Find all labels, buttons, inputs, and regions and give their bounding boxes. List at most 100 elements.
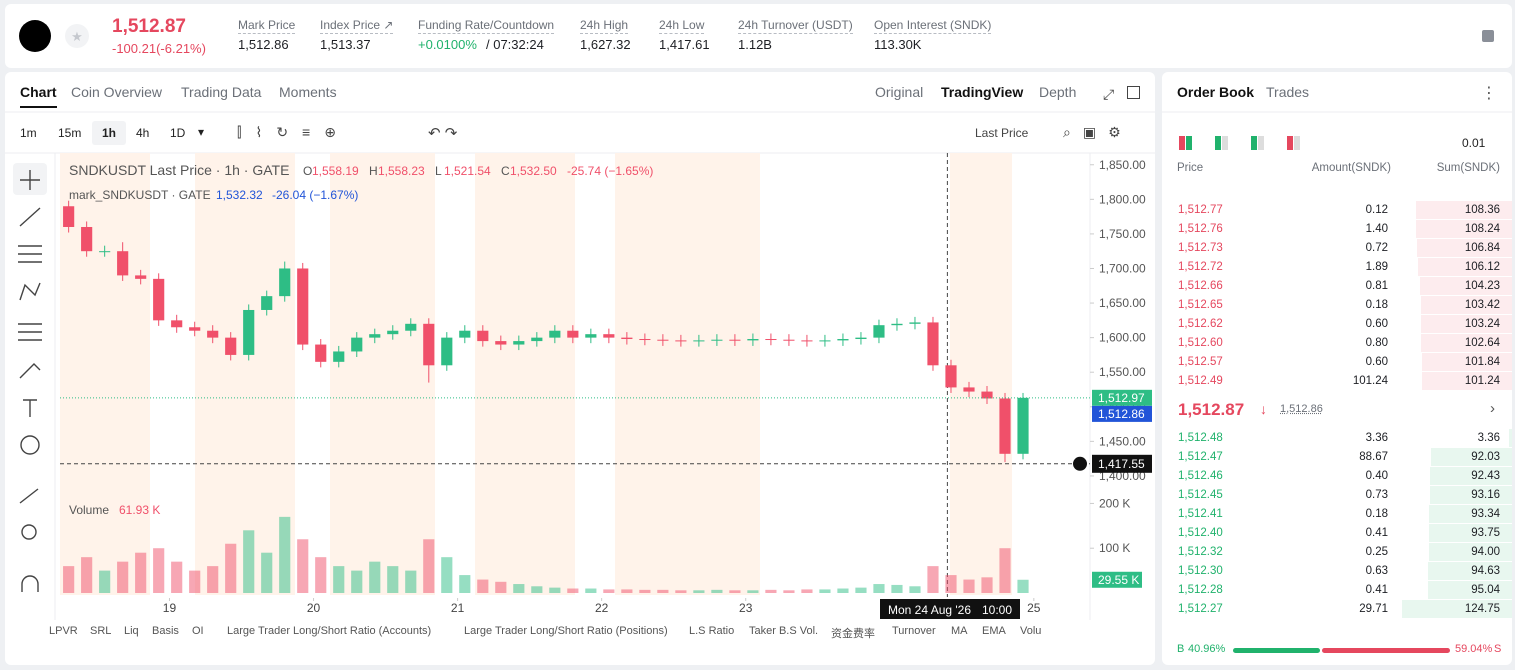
volume-tick-label: 200 K [1099, 496, 1130, 510]
tab[interactable]: Trading Data [181, 84, 262, 100]
candle-body [333, 351, 345, 362]
last-price-box [1092, 389, 1152, 406]
candle-body [315, 344, 327, 362]
crosshair-box [1092, 454, 1152, 473]
price-change: -100.21(-6.21%) [112, 41, 206, 56]
tool-line[interactable] [19, 207, 41, 227]
ohlc-key: O [303, 164, 312, 178]
chart-tools[interactable]: ⌕▣⚙ [1063, 124, 1133, 140]
undo[interactable]: ↶ ↷ [428, 125, 458, 142]
layout-icon[interactable] [1251, 136, 1257, 150]
ob-price: 1,512.41 [1178, 508, 1223, 520]
ob-amount: 88.67 [1359, 451, 1388, 463]
y-tick-label: 1,850.00 [1099, 158, 1146, 172]
ob-sum: 124.75 [1464, 603, 1500, 615]
tab[interactable]: Moments [279, 84, 337, 100]
window-icon[interactable] [1127, 86, 1140, 99]
indicator[interactable]: Large Trader Long/Short Ratio (Accounts) [227, 625, 432, 637]
tool-zoom[interactable] [21, 524, 37, 540]
layout-icon[interactable] [1179, 136, 1185, 150]
volume-bar [297, 539, 309, 593]
ob-sum: 94.00 [1471, 546, 1500, 558]
price-source[interactable]: Last Price [975, 126, 1029, 140]
candle-body [495, 341, 507, 345]
mark-legend-value: 1,532.32 [216, 188, 263, 202]
ob-amount: 0.60 [1365, 318, 1388, 330]
volume-bar [675, 590, 687, 593]
indicator[interactable]: MA [951, 625, 968, 637]
interval[interactable]: 15m [58, 126, 82, 140]
x-tick-label: 20 [307, 601, 321, 615]
more[interactable]: ⋮ [1481, 85, 1497, 102]
tool-pattern[interactable] [19, 282, 41, 301]
tool-cross[interactable] [20, 170, 40, 190]
indicator[interactable]: 资金费率 [831, 628, 875, 640]
ob-price: 1,512.73 [1178, 242, 1223, 254]
stat-label: 24h High [580, 18, 629, 34]
volume-bar [225, 543, 237, 593]
arrow[interactable]: › [1490, 400, 1495, 417]
ob-amount: 0.41 [1365, 527, 1388, 539]
ob-sum: 93.75 [1471, 527, 1500, 539]
volume-bar [891, 584, 903, 593]
expand-icon[interactable]: ⤢ [1103, 86, 1115, 102]
ratio-s-value: 59.04% [1455, 643, 1493, 655]
volume-bar [1017, 579, 1029, 593]
ob-sum: 101.24 [1464, 375, 1500, 387]
ratio-bar-sell [1321, 648, 1450, 653]
candle-body [387, 330, 399, 335]
view-tab[interactable]: Depth [1039, 84, 1077, 100]
tool-emoji[interactable] [20, 435, 40, 455]
tool-ruler[interactable] [19, 488, 39, 504]
indicator[interactable]: LPVR [49, 625, 78, 637]
stat-value: 113.30K [874, 37, 922, 52]
indicator[interactable]: Turnover [892, 625, 936, 637]
indicator[interactable]: Basis [152, 625, 179, 637]
tab[interactable]: Coin Overview [71, 84, 163, 100]
interval[interactable]: 4h [136, 126, 150, 140]
tool-text[interactable] [23, 399, 37, 417]
indicator[interactable]: Large Trader Long/Short Ratio (Positions… [464, 625, 668, 637]
x-tick-label: 22 [595, 601, 609, 615]
candle-body [927, 322, 939, 366]
volume-bar [117, 561, 129, 593]
indicator[interactable]: Volu [1020, 625, 1042, 637]
indicator[interactable]: L.S Ratio [689, 625, 735, 637]
volume-bar [333, 566, 345, 593]
indicator[interactable]: EMA [982, 625, 1006, 637]
y-tick-label: 1,800.00 [1099, 192, 1146, 206]
menu-icon[interactable] [1482, 30, 1494, 42]
favorite[interactable] [65, 24, 89, 48]
ob-amount: 0.18 [1365, 299, 1388, 311]
ob-sum: 102.64 [1464, 337, 1500, 349]
depth-bar [1509, 429, 1512, 447]
view-tab[interactable]: Original [875, 84, 924, 100]
indicator[interactable]: Liq [124, 625, 139, 637]
indicator[interactable]: Taker B.S Vol. [749, 625, 819, 637]
layout-icon[interactable] [1215, 136, 1221, 150]
tool-fib[interactable] [18, 323, 42, 341]
indicator[interactable]: OI [192, 625, 204, 637]
layout-icon[interactable] [1287, 136, 1293, 150]
tool-brush[interactable] [19, 363, 41, 379]
dropdown[interactable]: ▾ [198, 125, 205, 139]
interval[interactable]: 1h [102, 126, 117, 140]
interval[interactable]: 1D [170, 126, 186, 140]
view-tab[interactable]: TradingView [941, 84, 1024, 100]
tool-magnet[interactable] [21, 575, 39, 592]
ob-tab[interactable]: Trades [1266, 84, 1310, 100]
top-bar [5, 4, 1512, 68]
toolbar-icons[interactable]: ⫿⌇↻≡⊕ [237, 124, 350, 140]
x-tick-label: 21 [451, 601, 465, 615]
tool-hlines[interactable] [18, 245, 42, 263]
depth-bar [1430, 467, 1512, 485]
ob-price: 1,512.28 [1178, 584, 1223, 596]
ob-amount: 101.24 [1352, 375, 1388, 387]
drawing-tools[interactable] [13, 163, 47, 592]
precision[interactable]: 0.01 [1462, 136, 1486, 150]
interval[interactable]: 1m [20, 126, 37, 140]
ob-tab[interactable]: Order Book [1177, 84, 1255, 100]
depth-bar [1420, 315, 1512, 333]
indicator[interactable]: SRL [90, 625, 112, 637]
tab[interactable]: Chart [20, 84, 57, 108]
